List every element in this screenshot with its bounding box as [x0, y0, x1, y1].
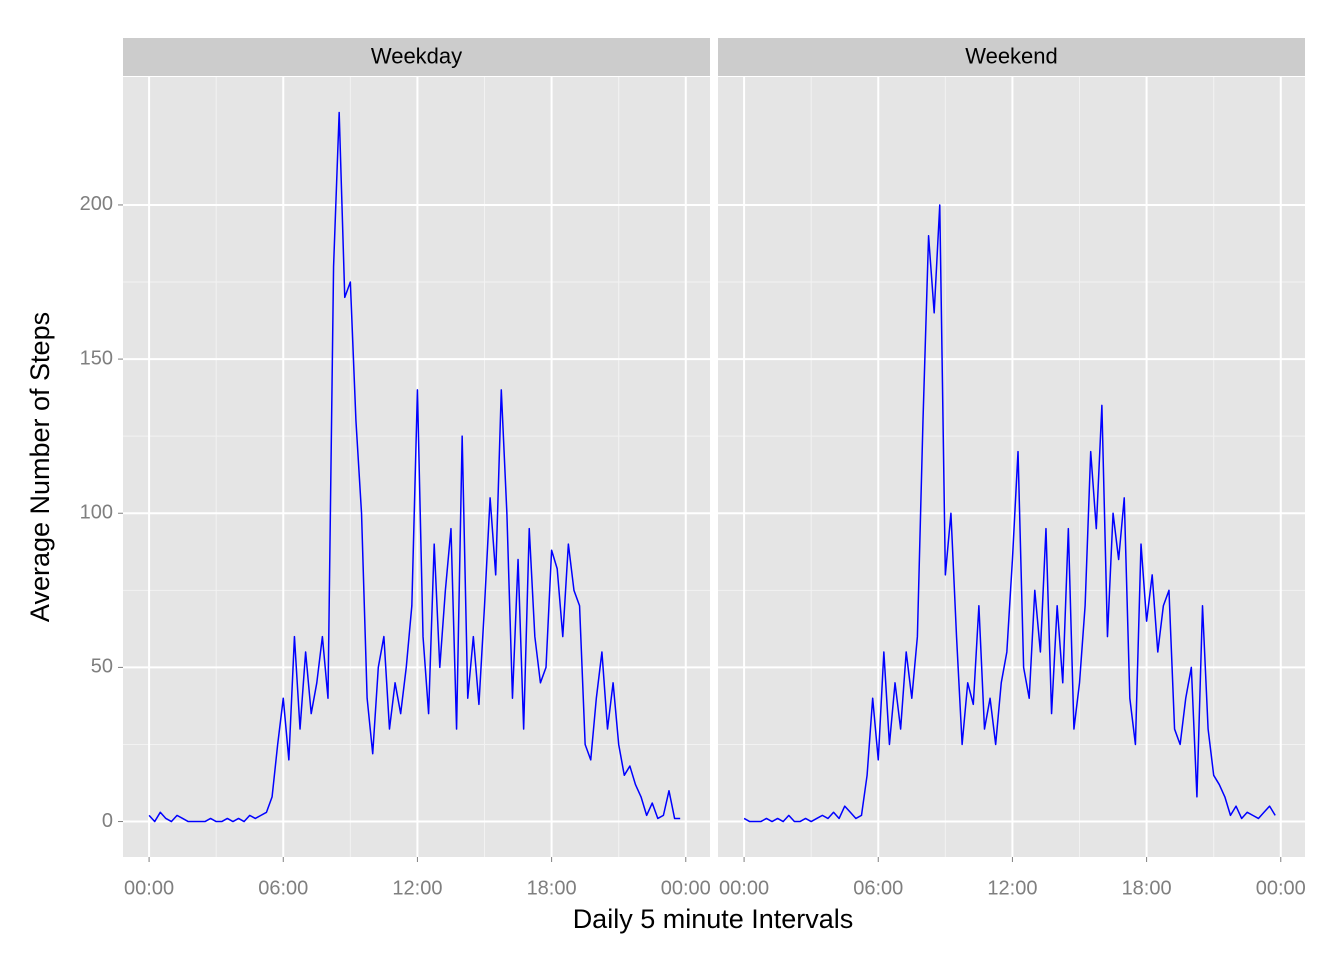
x-tick-label: 06:00	[258, 877, 308, 899]
x-tick-label: 00:00	[1256, 877, 1306, 899]
x-tick-label: 00:00	[661, 877, 711, 899]
data-line	[148, 111, 681, 823]
x-tick-label: 12:00	[987, 877, 1037, 899]
strip	[123, 38, 710, 76]
y-tick-label: 150	[80, 347, 113, 369]
strip	[718, 38, 1305, 76]
x-tick-label: 18:00	[1122, 877, 1172, 899]
x-axis-title: Daily 5 minute Intervals	[573, 904, 854, 934]
y-tick-label: 100	[80, 502, 113, 524]
x-tick-label: 06:00	[853, 877, 903, 899]
x-tick-label: 18:00	[527, 877, 577, 899]
data-line	[743, 204, 1276, 823]
strip-title: Weekday	[371, 43, 462, 68]
x-tick-label: 00:00	[124, 877, 174, 899]
x-tick-label: 00:00	[719, 877, 769, 899]
y-axis-title: Average Number of Steps	[25, 312, 55, 622]
y-tick-label: 50	[91, 656, 113, 678]
y-tick-label: 0	[102, 810, 113, 832]
strip-title: Weekend	[965, 43, 1058, 68]
x-tick-label: 12:00	[392, 877, 442, 899]
y-tick-label: 200	[80, 193, 113, 215]
